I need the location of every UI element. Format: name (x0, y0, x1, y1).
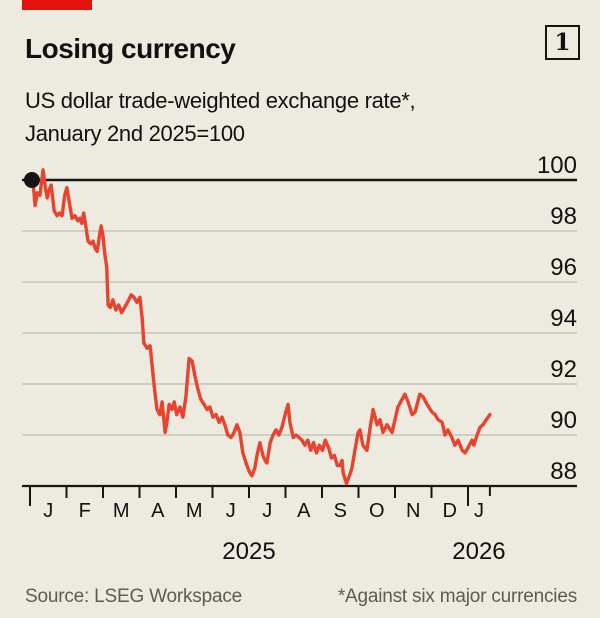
chart-subtitle: US dollar trade-weighted exchange rate*,… (25, 84, 416, 150)
chart-number-box: 1 (545, 25, 580, 60)
month-label: J (43, 500, 53, 522)
month-label: J (262, 500, 272, 522)
year-label: 2025 (222, 538, 275, 565)
brand-red-tab (22, 0, 92, 10)
month-label: J (474, 500, 484, 522)
month-label: J (226, 500, 236, 522)
month-label: M (113, 500, 130, 522)
y-tick-label: 98 (550, 203, 577, 230)
month-label: F (79, 500, 91, 522)
chart-footer: Source: LSEG Workspace *Against six majo… (25, 586, 577, 608)
month-label: D (443, 500, 457, 522)
chart-number: 1 (554, 29, 571, 56)
source-note: Source: LSEG Workspace (25, 586, 243, 607)
footnote: *Against six major currencies (337, 586, 577, 607)
y-tick-label: 96 (550, 254, 577, 281)
month-label: A (297, 500, 311, 522)
month-label: M (186, 500, 203, 522)
y-tick-label: 100 (537, 152, 577, 179)
y-tick-label: 92 (550, 356, 577, 383)
y-tick-label: 90 (550, 407, 577, 434)
y-tick-label: 94 (550, 305, 577, 332)
month-label: O (369, 500, 385, 522)
chart-title: Losing currency (25, 33, 236, 64)
start-point-marker (23, 172, 40, 188)
series-line-usd-index (31, 168, 492, 486)
y-tick-label: 88 (550, 458, 577, 485)
chart-subtitle-line2: January 2nd 2025=100 (25, 121, 245, 146)
month-label: N (406, 500, 420, 522)
chart-subtitle-line1: US dollar trade-weighted exchange rate*, (25, 88, 416, 113)
month-label: S (334, 500, 347, 522)
year-label: 2026 (452, 538, 505, 565)
month-label: A (151, 500, 165, 522)
